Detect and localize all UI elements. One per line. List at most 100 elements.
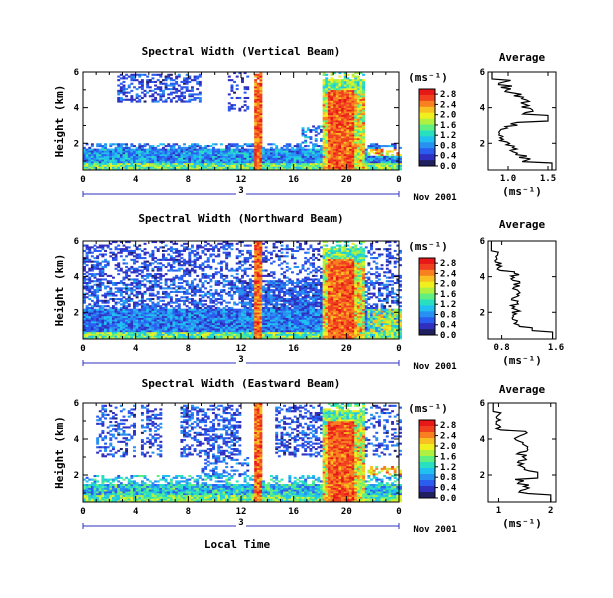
heatmap-cell <box>106 330 110 333</box>
heatmap-cell <box>241 241 244 244</box>
heatmap-cell <box>212 276 215 279</box>
heatmap-cell <box>238 324 242 327</box>
heatmap-cell <box>193 93 197 96</box>
heatmap-cell <box>367 153 371 157</box>
heatmap-cell <box>254 73 258 76</box>
heatmap-cell <box>188 321 192 324</box>
heatmap-cell <box>296 143 300 146</box>
heatmap-cell <box>146 75 150 78</box>
heatmap-cell <box>346 84 350 87</box>
heatmap-cell <box>117 312 121 315</box>
heatmap-cell <box>225 264 229 267</box>
heatmap-cell <box>138 310 142 313</box>
heatmap-cell <box>83 335 86 338</box>
heatmap-cell <box>314 148 318 151</box>
heatmap-cell <box>169 257 173 260</box>
heatmap-cell <box>88 148 92 151</box>
heatmap-cell <box>196 317 200 320</box>
heatmap-cell <box>225 241 229 244</box>
heatmap-cell <box>335 146 339 149</box>
heatmap-cell <box>304 155 308 158</box>
heatmap-cell <box>125 95 129 98</box>
heatmap-cell <box>393 159 397 162</box>
heatmap-cell <box>222 168 226 171</box>
heatmap-cell <box>133 168 136 171</box>
heatmap-cell <box>312 166 316 169</box>
heatmap-cell <box>183 258 186 261</box>
heatmap-cell <box>354 96 358 100</box>
heatmap-cell <box>343 73 347 76</box>
heatmap-cell <box>135 96 139 100</box>
heatmap-cell <box>254 104 258 107</box>
heatmap-cell <box>212 161 215 164</box>
heatmap-cell <box>159 319 163 322</box>
heatmap-cell <box>259 145 263 148</box>
heatmap-cell <box>241 314 244 317</box>
heatmap-cell <box>148 164 152 167</box>
heatmap-cell <box>354 72 358 75</box>
heatmap-cell <box>356 80 360 83</box>
heatmap-cell <box>156 249 160 252</box>
heatmap-cell <box>90 322 94 326</box>
heatmap-cell <box>243 91 247 94</box>
heatmap-cell <box>359 139 363 142</box>
heatmap-cell <box>343 141 347 144</box>
heatmap-cell <box>172 150 176 153</box>
heatmap-cell <box>119 330 123 333</box>
heatmap-cell <box>190 159 194 162</box>
heatmap-cell <box>227 292 231 295</box>
heatmap-cell <box>106 331 110 334</box>
heatmap-cell <box>85 310 89 313</box>
heatmap-cell <box>251 143 255 146</box>
heatmap-cell <box>212 143 215 146</box>
heatmap-cell <box>243 157 247 160</box>
heatmap-cell <box>241 299 244 302</box>
heatmap-cell <box>364 153 368 157</box>
heatmap-cell <box>138 153 142 157</box>
heatmap-cell <box>146 337 150 340</box>
heatmap-cell <box>296 153 300 157</box>
heatmap-cell <box>101 273 105 276</box>
heatmap-cell <box>98 317 102 320</box>
heatmap-cell <box>180 146 184 149</box>
heatmap-cell <box>201 312 205 315</box>
heatmap-cell <box>146 148 150 151</box>
heatmap-cell <box>122 84 126 87</box>
heatmap-cell <box>143 322 147 326</box>
heatmap-cell <box>335 82 339 85</box>
heatmap-cell <box>330 150 334 153</box>
heatmap-cell <box>241 161 244 164</box>
heatmap-cell <box>375 157 379 160</box>
heatmap-cell <box>298 152 302 155</box>
heatmap-cell <box>343 75 347 78</box>
heatmap-cell <box>172 145 176 148</box>
heatmap-cell <box>235 153 239 157</box>
heatmap-cell <box>172 242 176 245</box>
heatmap-cell <box>98 333 102 336</box>
heatmap-cell <box>96 168 100 171</box>
heatmap-cell <box>185 152 189 155</box>
heatmap-cell <box>225 162 229 165</box>
heatmap-cell <box>259 75 263 78</box>
heatmap-cell <box>101 253 105 256</box>
heatmap-cell <box>359 152 363 155</box>
heatmap-cell <box>227 79 231 82</box>
heatmap-cell <box>212 319 215 322</box>
heatmap-cell <box>212 148 215 151</box>
heatmap-cell <box>85 255 89 258</box>
heatmap-cell <box>354 152 358 155</box>
heatmap-cell <box>175 298 179 301</box>
heatmap-cell <box>325 82 329 85</box>
heatmap-cell <box>243 321 247 324</box>
heatmap-cell <box>180 319 184 322</box>
heatmap-cell <box>291 168 294 171</box>
heatmap-cell <box>169 312 173 315</box>
heatmap-cell <box>143 303 147 306</box>
heatmap-cell <box>204 317 208 320</box>
heatmap-cell <box>225 335 229 338</box>
heatmap-cell <box>204 248 208 251</box>
heatmap-cell <box>348 105 352 108</box>
heatmap-cell <box>314 129 318 132</box>
heatmap-cell <box>327 136 331 139</box>
heatmap-cell <box>85 317 89 320</box>
